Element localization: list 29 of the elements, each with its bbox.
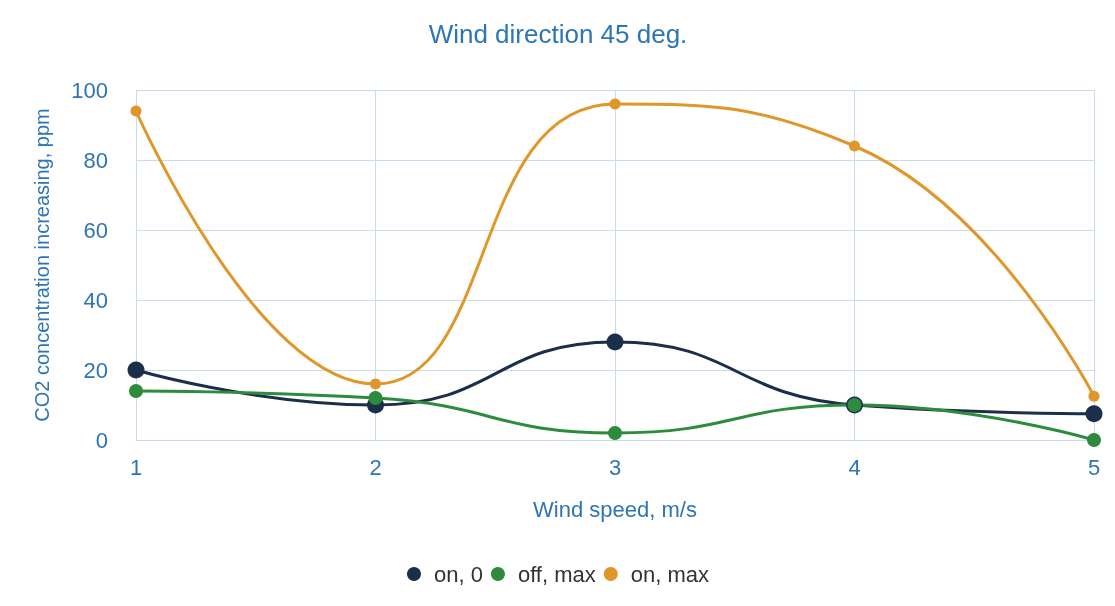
y-tick-label: 40	[83, 287, 108, 313]
y-tick-label: 20	[83, 357, 108, 383]
point	[1088, 390, 1100, 402]
point	[127, 361, 145, 379]
point	[129, 384, 143, 398]
x-axis-title: Wind speed, m/s	[533, 496, 697, 522]
chart-title: Wind direction 45 deg.	[428, 19, 688, 49]
y-tick-label: 60	[83, 217, 108, 243]
y-axis-title: CO2 concentration increasing, ppm	[31, 108, 53, 422]
point	[849, 140, 860, 152]
x-tick-label: 1	[129, 454, 143, 480]
y-tick-label: 100	[71, 77, 108, 103]
y-tick-label: 80	[83, 147, 108, 173]
x-tick-label: 4	[848, 454, 861, 480]
x-tick-label: 2	[369, 454, 382, 480]
point	[608, 426, 622, 440]
point	[1085, 405, 1103, 423]
point	[609, 98, 621, 110]
legend-label: on, max	[630, 561, 710, 587]
point	[370, 378, 381, 390]
legend-label: off, max	[517, 561, 596, 587]
legend-label: on, 0	[433, 561, 483, 587]
x-tick-label: 5	[1087, 454, 1101, 480]
point	[130, 105, 142, 117]
point	[368, 391, 383, 405]
x-tick-label: 3	[608, 454, 622, 480]
point	[606, 333, 624, 351]
point	[1087, 433, 1101, 447]
y-tick-label: 0	[95, 427, 108, 453]
